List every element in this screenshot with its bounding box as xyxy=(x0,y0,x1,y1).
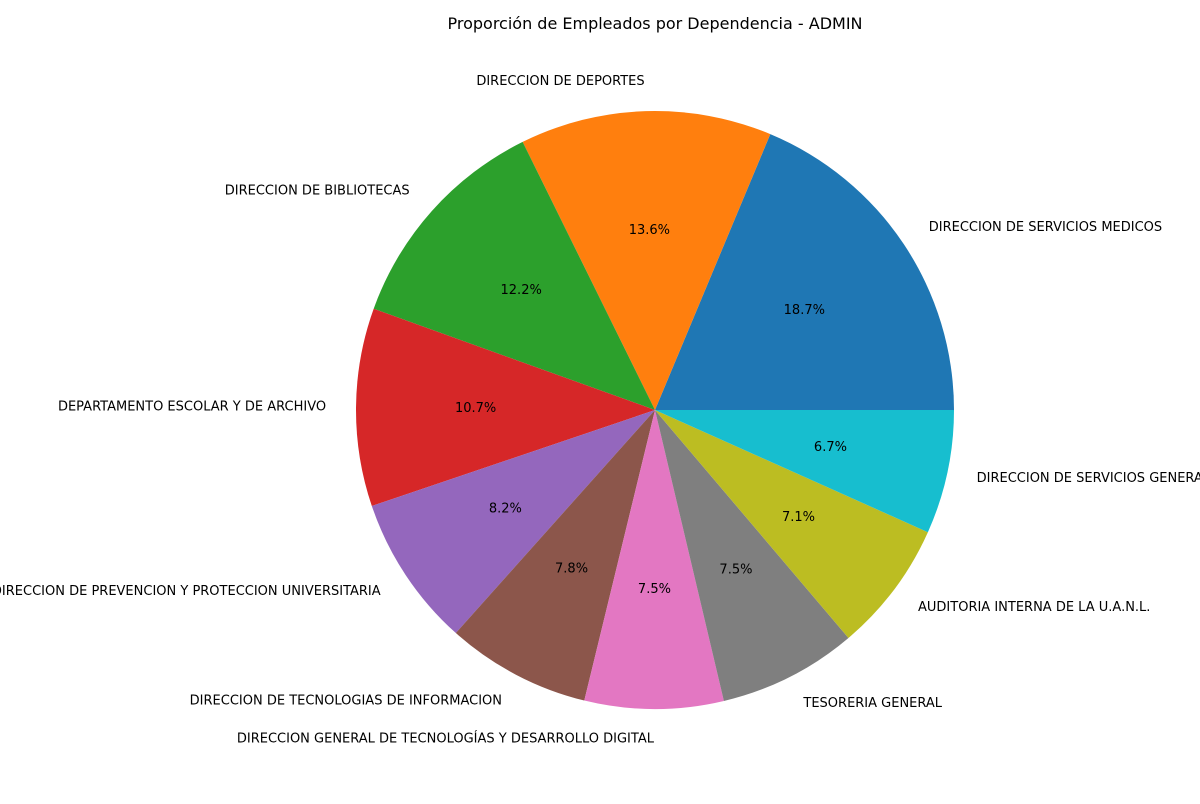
slice-label: DIRECCION DE TECNOLOGIAS DE INFORMACION xyxy=(190,694,502,709)
slice-label: DIRECCION DE SERVICIOS GENERALES xyxy=(977,471,1200,486)
pie-slice-direccion-de-bibliotecas xyxy=(373,141,655,410)
slice-percent-label: 12.2% xyxy=(501,283,542,298)
pie-slice-departamento-escolar-y-de-archivo xyxy=(356,308,655,506)
slice-percent-label: 10.7% xyxy=(455,401,496,416)
slice-percent-label: 13.6% xyxy=(629,223,670,238)
slice-percent-label: 7.5% xyxy=(638,582,671,597)
slice-label: AUDITORIA INTERNA DE LA U.A.N.L. xyxy=(918,600,1150,615)
slice-percent-label: 7.8% xyxy=(555,561,588,576)
slice-percent-label: 8.2% xyxy=(489,501,522,516)
pie-labels: DIRECCION DE SERVICIOS MEDICOS DIRECCION … xyxy=(0,74,1200,747)
slice-percent-label: 7.5% xyxy=(719,563,752,578)
pie-slice-direccion-de-deportes xyxy=(522,110,771,410)
pie-slice-direccion-de-servicios-medicos xyxy=(655,134,955,410)
pie-slice-tesoreria-general xyxy=(655,410,849,701)
pie-slices xyxy=(356,110,955,710)
pie-slice-direccion-de-prevencion-y-proteccion-universitaria xyxy=(371,410,655,634)
slice-label: DIRECCION DE DEPORTES xyxy=(476,74,644,89)
chart-title: Proporción de Empleados por Dependencia … xyxy=(447,14,862,33)
slice-percent-label: 6.7% xyxy=(814,440,847,455)
slice-percent-label: 18.7% xyxy=(784,303,825,318)
slice-label: TESORERIA GENERAL xyxy=(802,696,942,711)
slice-percent-label: 7.1% xyxy=(782,510,815,525)
slice-label: DIRECCION DE SERVICIOS MEDICOS xyxy=(929,220,1162,235)
slice-label: DIRECCION DE BIBLIOTECAS xyxy=(225,183,410,198)
pie-slice-direccion-de-servicios-generales xyxy=(655,410,954,533)
pie-slice-auditoria-interna-de-la-u-a-n-l xyxy=(655,410,928,638)
slice-label: DEPARTAMENTO ESCOLAR Y DE ARCHIVO xyxy=(58,399,326,414)
pie-slice-direccion-general-de-tecnologias-y-desarrollo-digital xyxy=(584,410,724,710)
pie-percent-labels: 18.7% 13.6% 12.2% 10.7% 8.2% 7.8% 7.5% 7.5% 7.1%… xyxy=(455,223,847,597)
slice-label: DIRECCION DE PREVENCION Y PROTECCION UNI… xyxy=(0,584,381,599)
slice-label: DIRECCION GENERAL DE TECNOLOGÍAS Y DESAR… xyxy=(237,730,655,746)
pie-slice-direccion-de-tecnologias-de-informacion xyxy=(455,410,655,701)
